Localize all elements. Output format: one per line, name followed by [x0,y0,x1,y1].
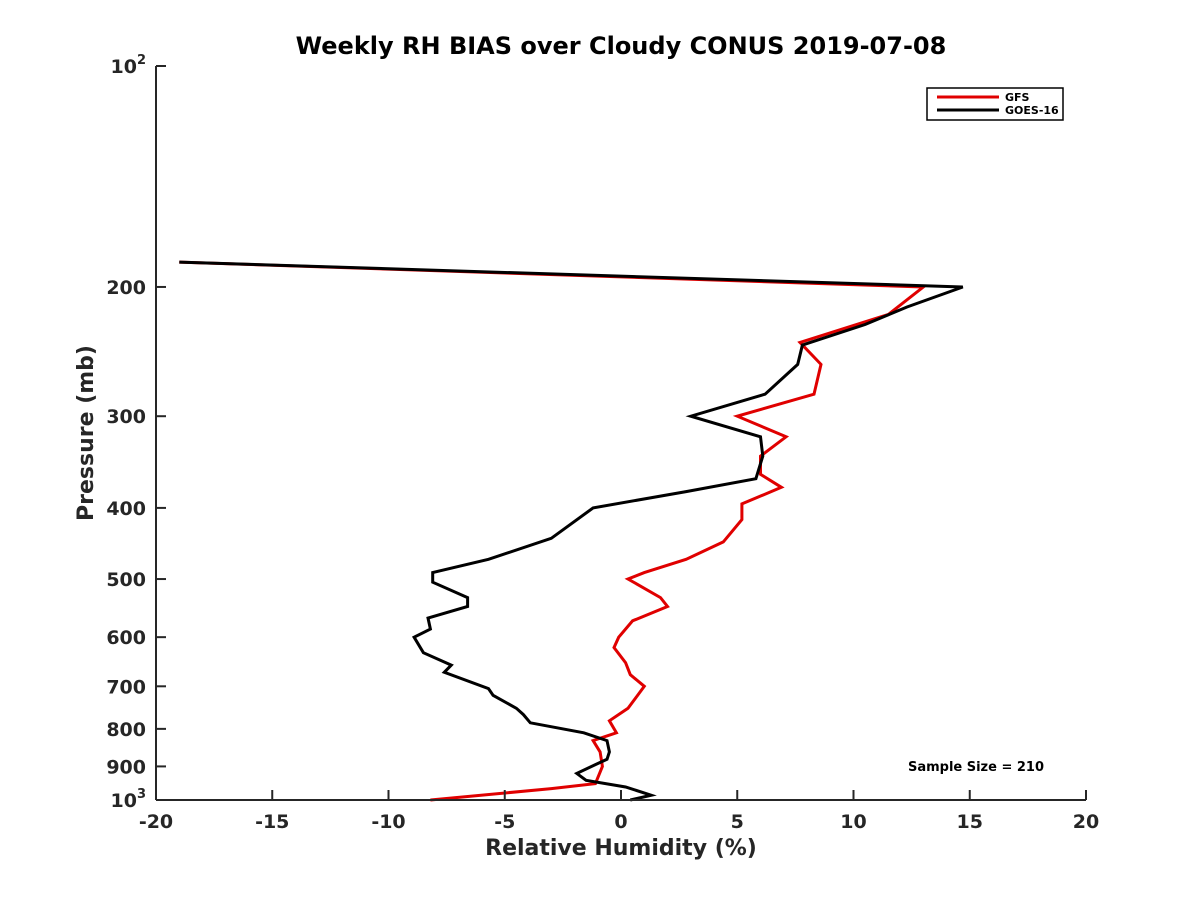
series-line-gfs [179,260,928,802]
y-tick-label: 102 [111,53,147,78]
x-tick-label: 15 [957,811,983,833]
y-axis-label: Pressure (mb) [74,345,99,521]
x-tick-label: 0 [614,811,627,833]
sample-size-annotation: Sample Size = 210 [908,760,1044,775]
axes: -20 -15 -10 -5 0 5 10 15 20 102 200 300 400 500 600 700… [106,53,1099,833]
y-tick-label: 103 [111,787,147,812]
x-tick-label: -10 [371,811,405,833]
x-tick-label: 10 [840,811,866,833]
y-tick-label: 400 [106,498,146,520]
legend-label-gfs: GFS [1005,91,1030,104]
series-line-goes-16 [179,260,964,802]
data-lines [179,260,964,802]
y-tick-label: 200 [106,277,146,299]
x-tick-label: -15 [255,811,289,833]
y-tick-label: 900 [106,756,146,778]
y-tick-label: 700 [106,676,146,698]
y-tick-label: 600 [106,627,146,649]
chart-title: Weekly RH BIAS over Cloudy CONUS 2019-07… [296,32,947,60]
legend-label-goes-16: GOES-16 [1005,104,1059,117]
legend-box [926,87,1064,121]
x-axis-label: Relative Humidity (%) [485,836,757,861]
y-tick-label: 300 [106,406,146,428]
y-tick-label: 500 [106,569,146,591]
y-tick-label: 800 [106,719,146,741]
x-tick-label: -20 [139,811,173,833]
x-tick-label: -5 [494,811,515,833]
x-tick-label: 20 [1073,811,1099,833]
x-tick-label: 5 [731,811,744,833]
